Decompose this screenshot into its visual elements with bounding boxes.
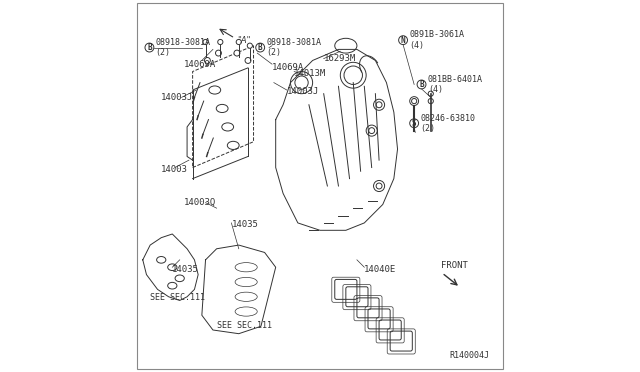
- Text: N: N: [401, 36, 405, 45]
- Text: 14003J: 14003J: [161, 93, 193, 102]
- Circle shape: [245, 58, 251, 63]
- Text: 08246-63810
(2): 08246-63810 (2): [420, 113, 476, 133]
- Text: 0891B-3061A
(4): 0891B-3061A (4): [410, 31, 465, 50]
- Text: B: B: [147, 43, 152, 52]
- Text: R140004J: R140004J: [450, 350, 490, 359]
- Circle shape: [204, 58, 211, 63]
- Text: SEE SEC.111: SEE SEC.111: [150, 294, 205, 302]
- Text: 14003: 14003: [161, 165, 188, 174]
- Text: 14003Q: 14003Q: [184, 198, 216, 207]
- Text: 14069A: 14069A: [184, 60, 216, 69]
- Circle shape: [203, 39, 208, 45]
- Text: SEE SEC.111: SEE SEC.111: [216, 321, 271, 330]
- Circle shape: [218, 39, 223, 45]
- Circle shape: [216, 50, 221, 56]
- Text: 08918-3081A
(2): 08918-3081A (2): [266, 38, 321, 57]
- Text: B: B: [419, 80, 424, 89]
- Text: 14069A: 14069A: [272, 63, 304, 72]
- Text: "A": "A": [237, 36, 250, 45]
- Text: 14035: 14035: [172, 264, 199, 273]
- Circle shape: [410, 97, 419, 106]
- Circle shape: [234, 50, 240, 56]
- Text: 16293M: 16293M: [324, 54, 356, 63]
- Text: 14003J: 14003J: [287, 87, 319, 96]
- Circle shape: [247, 43, 252, 48]
- Text: 14035: 14035: [232, 220, 259, 229]
- Text: S: S: [412, 119, 417, 128]
- Text: B: B: [258, 43, 262, 52]
- Circle shape: [428, 99, 433, 104]
- Text: 08918-3081A
(2): 08918-3081A (2): [156, 38, 211, 57]
- Text: FRONT: FRONT: [441, 261, 468, 270]
- Text: 14040E: 14040E: [364, 264, 397, 273]
- Circle shape: [428, 91, 433, 96]
- Text: 14013M: 14013M: [294, 69, 326, 78]
- Circle shape: [236, 39, 241, 45]
- Text: 081BB-6401A
(4): 081BB-6401A (4): [428, 75, 483, 94]
